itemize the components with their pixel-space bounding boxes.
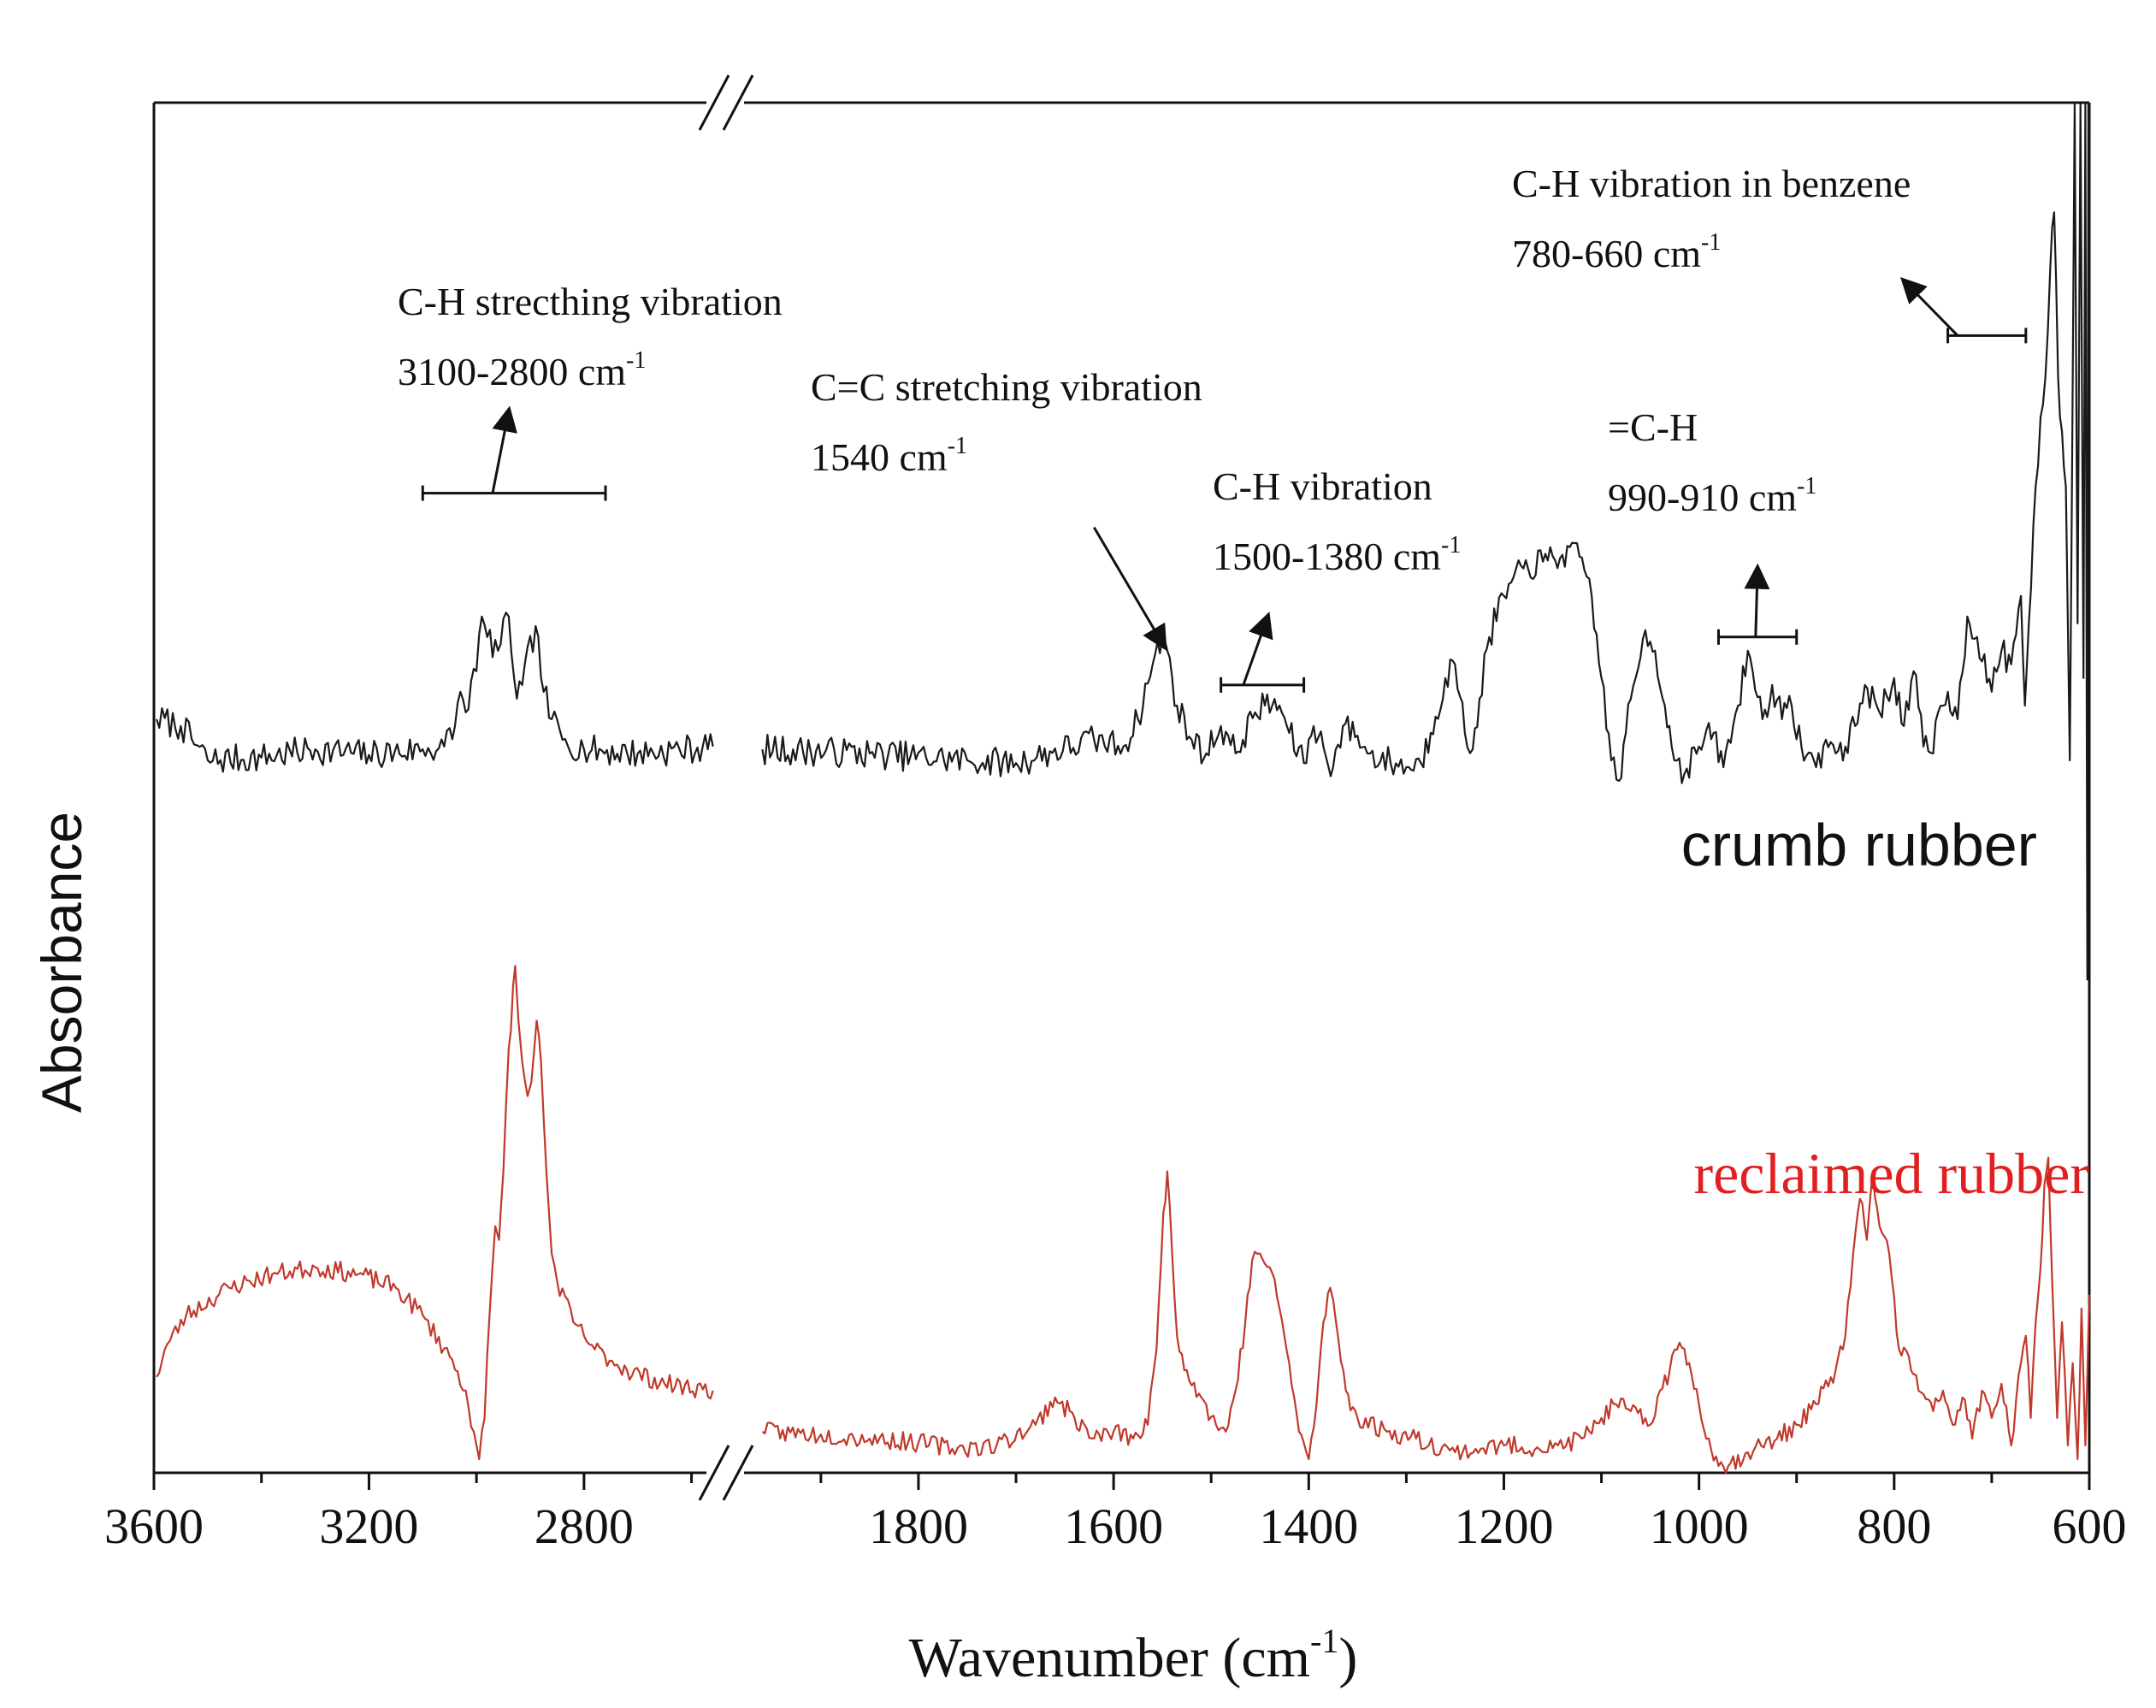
x-axis-label-close: )	[1338, 1627, 1357, 1689]
annotation-range-sup-ch-vib: -1	[1441, 532, 1461, 558]
annotation-range-main-cc-stretch: 1540 cm	[811, 435, 948, 479]
axis-break-top	[698, 74, 754, 131]
annotation-range-text-cc-stretch: 1540 cm-1	[811, 433, 967, 479]
x-axis-ticks: 3600 3200 2800 1800 1600 1400 1200 1000 800 600	[104, 1473, 2127, 1554]
annotation-range-text-eq-ch: 990-910 cm-1	[1608, 473, 1816, 519]
axis-break-bottom	[698, 1445, 754, 1501]
annotation-range-text-ch-stretch: 3100-2800 cm-1	[398, 347, 646, 393]
series-line-reclaimed-rubber-part-2	[761, 1156, 2091, 1475]
axis-break-bottom-mark-1	[698, 1445, 730, 1501]
x-tick-label-1800: 1800	[869, 1498, 968, 1554]
annotation-range-text-ch-vib: 1500-1380 cm-1	[1213, 532, 1461, 578]
annotation-arrow-cc-stretch	[1093, 526, 1167, 652]
annotation-range-text-ch-benzene: 780-660 cm-1	[1512, 229, 1721, 275]
axis-break-top-mark-1	[698, 74, 730, 131]
annotation-ch-stretch: C-H strecthing vibration 3100-2800 cm-1	[398, 280, 783, 501]
series-line-crumb-rubber-part-2	[761, 101, 2089, 981]
annotation-title-eq-ch: =C-H	[1608, 405, 1698, 449]
axis-break-top-mark-2	[722, 74, 754, 131]
annotation-arrow-ch-benzene	[1900, 276, 1959, 337]
x-tick-label-1000: 1000	[1650, 1498, 1749, 1554]
annotation-title-ch-stretch: C-H strecthing vibration	[398, 280, 783, 323]
series-reclaimed-rubber	[156, 965, 2091, 1475]
x-axis-label: Wavenumber (cm-1)	[909, 1622, 1358, 1689]
annotation-range-main-ch-benzene: 780-660 cm	[1512, 232, 1701, 275]
plot-frame	[152, 74, 2091, 1501]
annotation-range-main-ch-stretch: 3100-2800 cm	[398, 350, 626, 393]
series-line-reclaimed-rubber-part-1	[156, 965, 714, 1461]
annotation-range-sup-eq-ch: -1	[1797, 473, 1816, 499]
annotation-arrow-ch-stretch	[491, 405, 517, 493]
x-axis-label-main: Wavenumber (cm	[909, 1627, 1310, 1689]
annotation-range-main-ch-vib: 1500-1380 cm	[1213, 535, 1441, 578]
annotation-range-sup-cc-stretch: -1	[948, 433, 967, 459]
series-crumb-rubber	[156, 101, 2089, 981]
series-label-crumb-rubber: crumb rubber	[1681, 812, 2037, 878]
x-tick-label-3600: 3600	[104, 1498, 204, 1554]
annotation-title-ch-vib: C-H vibration	[1213, 464, 1432, 508]
series-group	[156, 101, 2091, 1475]
annotation-arrow-ch-vib	[1242, 612, 1273, 686]
x-tick-label-1600: 1600	[1064, 1498, 1163, 1554]
annotation-cc-stretch: C=C stretching vibration 1540 cm-1	[811, 365, 1202, 652]
annotation-title-cc-stretch: C=C stretching vibration	[811, 365, 1202, 409]
x-tick-label-1400: 1400	[1259, 1498, 1358, 1554]
annotation-arrow-eq-ch	[1744, 563, 1770, 637]
annotation-title-ch-benzene: C-H vibration in benzene	[1512, 162, 1911, 205]
annotation-ch-vib: C-H vibration 1500-1380 cm-1	[1213, 464, 1461, 693]
x-tick-label-2800: 2800	[535, 1498, 634, 1554]
annotation-range-sup-ch-benzene: -1	[1701, 229, 1721, 256]
x-axis-label-sup: -1	[1310, 1622, 1338, 1660]
annotation-range-main-eq-ch: 990-910 cm	[1608, 476, 1797, 519]
x-tick-label-800: 800	[1857, 1498, 1931, 1554]
x-tick-label-1200: 1200	[1454, 1498, 1553, 1554]
axis-break-bottom-mark-2	[722, 1445, 754, 1501]
annotation-ch-benzene: C-H vibration in benzene 780-660 cm-1	[1512, 162, 2028, 344]
series-label-reclaimed-rubber: reclaimed rubber	[1693, 1141, 2089, 1206]
annotation-range-sup-ch-stretch: -1	[626, 347, 646, 374]
series-line-crumb-rubber-part-1	[156, 612, 714, 773]
x-tick-label-600: 600	[2053, 1498, 2127, 1554]
annotation-eq-ch: =C-H 990-910 cm-1	[1608, 405, 1816, 645]
x-tick-label-3200: 3200	[319, 1498, 418, 1554]
y-axis-label: Absorbance	[30, 812, 93, 1113]
